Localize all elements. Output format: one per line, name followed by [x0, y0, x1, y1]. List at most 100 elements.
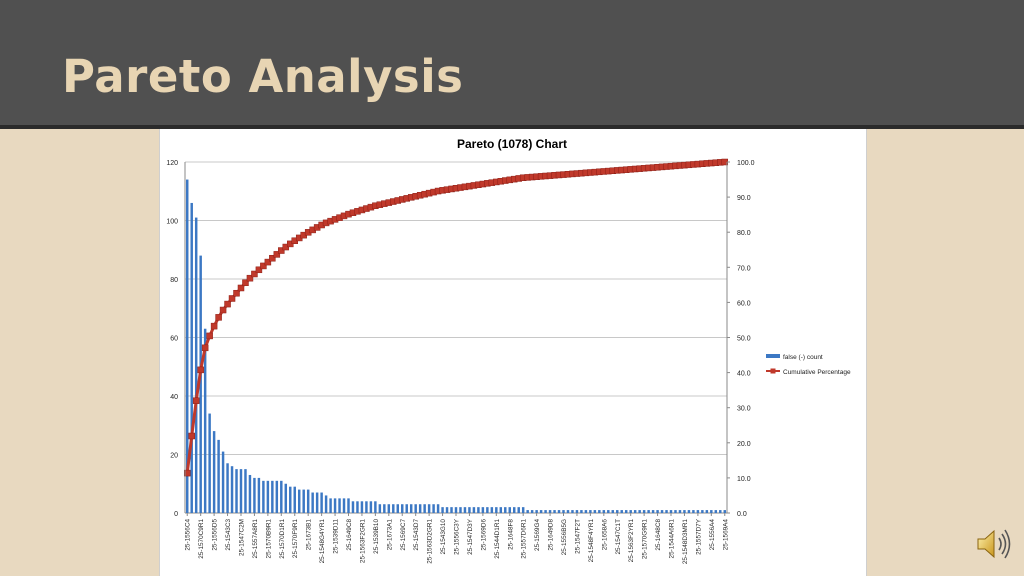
- bar: [450, 507, 453, 513]
- x-tick-label: 25-1673A1: [386, 519, 393, 551]
- bar: [669, 510, 673, 513]
- bar: [342, 498, 346, 513]
- bar: [383, 504, 386, 513]
- bar: [710, 510, 713, 513]
- bar: [714, 510, 718, 513]
- x-tick-label: 25-1547C2M: [238, 519, 245, 556]
- bar: [436, 504, 440, 513]
- bar: [508, 507, 511, 513]
- bar: [311, 492, 314, 513]
- bar: [271, 480, 274, 513]
- bar: [571, 510, 574, 513]
- bar: [490, 507, 494, 513]
- y2-tick-label: 50.0: [737, 336, 751, 343]
- bar: [512, 507, 516, 513]
- bar: [306, 489, 310, 513]
- x-tick-label: 25-1673B1: [306, 519, 313, 551]
- bar: [705, 510, 709, 513]
- bar: [199, 255, 202, 513]
- bar: [333, 498, 337, 513]
- x-tick-label: 25-1658A6: [601, 519, 608, 551]
- y-tick-label: 20: [170, 453, 178, 460]
- x-tick-label: 25-1569G4: [534, 519, 541, 551]
- bar: [275, 480, 279, 513]
- bar: [253, 477, 256, 513]
- bar: [692, 510, 695, 513]
- bar: [472, 507, 476, 513]
- y-tick-label: 60: [170, 336, 178, 343]
- bar: [257, 477, 261, 513]
- line-point: [197, 366, 204, 374]
- line-point: [233, 289, 240, 297]
- x-tick-label: 25-1649D8: [548, 519, 555, 551]
- bar: [611, 510, 615, 513]
- legend-label-bar: false (-) count: [783, 354, 823, 361]
- bar: [607, 510, 610, 513]
- bar: [616, 510, 619, 513]
- bar: [262, 480, 265, 513]
- bar: [289, 486, 292, 513]
- bar: [186, 179, 189, 514]
- line-point: [278, 247, 285, 254]
- bar: [356, 501, 359, 513]
- bar: [378, 504, 382, 513]
- x-tick-label: 25-1557A8R1: [252, 519, 259, 559]
- bar: [651, 510, 655, 513]
- x-tick-label: 25-1648C8: [655, 519, 662, 551]
- y-tick-label: 100: [166, 219, 178, 226]
- x-tick-label: 25-1547F2T: [574, 519, 581, 554]
- x-tick-label: 25-1548G4YR1: [319, 519, 326, 564]
- cumulative-line: [185, 160, 725, 474]
- bar: [539, 510, 543, 513]
- bar: [486, 507, 489, 513]
- bar: [235, 469, 238, 513]
- bar: [530, 510, 534, 513]
- line-point: [251, 270, 258, 278]
- bar: [230, 466, 234, 513]
- y2-tick-label: 80.0: [737, 230, 751, 237]
- bar: [302, 489, 305, 513]
- line-point: [237, 284, 245, 292]
- bar: [396, 504, 400, 513]
- bar: [719, 510, 722, 513]
- x-tick-label: 25-1556C4: [185, 519, 192, 551]
- x-tick-label: 25-1557D7Y: [695, 518, 702, 555]
- bar: [477, 507, 480, 513]
- bar: [584, 510, 588, 513]
- x-tick-label: 25-1543G10: [440, 519, 447, 555]
- bar: [535, 510, 538, 513]
- bar: [638, 510, 641, 513]
- legend-label-line: Cumulative Percentage: [783, 369, 851, 376]
- bar: [495, 507, 498, 513]
- bar: [244, 469, 247, 513]
- x-tick-label: 25-1569A4: [722, 519, 729, 551]
- bar: [441, 507, 444, 513]
- bar: [678, 510, 682, 513]
- bar: [557, 510, 561, 513]
- bar: [347, 498, 350, 513]
- x-tick-label: 25-1563F2YR1: [628, 519, 635, 563]
- bar: [647, 510, 650, 513]
- x-tick-label: 25-1569D6: [480, 519, 487, 551]
- line-point: [201, 344, 209, 352]
- line-point: [242, 279, 249, 286]
- bar: [208, 413, 211, 513]
- x-tick-label: 25-1556B5G: [561, 519, 568, 555]
- bar: [580, 510, 583, 513]
- bar: [297, 489, 301, 513]
- bar: [365, 501, 368, 513]
- x-axis: 25-1556C4 25-1570C9R1 25-1556D5 25-1543C3 25…: [185, 513, 729, 564]
- line-point: [228, 295, 236, 302]
- x-tick-label: 25-1649C8: [346, 519, 353, 551]
- bar: [194, 217, 198, 513]
- x-tick-label: 25-1563F2GR1: [359, 519, 366, 563]
- gridlines: [185, 161, 727, 514]
- bar: [526, 510, 529, 513]
- speaker-icon[interactable]: [974, 526, 1014, 562]
- x-tick-label: 25-1556A4: [709, 519, 716, 551]
- bar: [414, 504, 417, 513]
- y-tick-label: 40: [170, 394, 178, 401]
- bar: [723, 510, 726, 513]
- line-point: [219, 306, 227, 314]
- line-point: [183, 469, 191, 477]
